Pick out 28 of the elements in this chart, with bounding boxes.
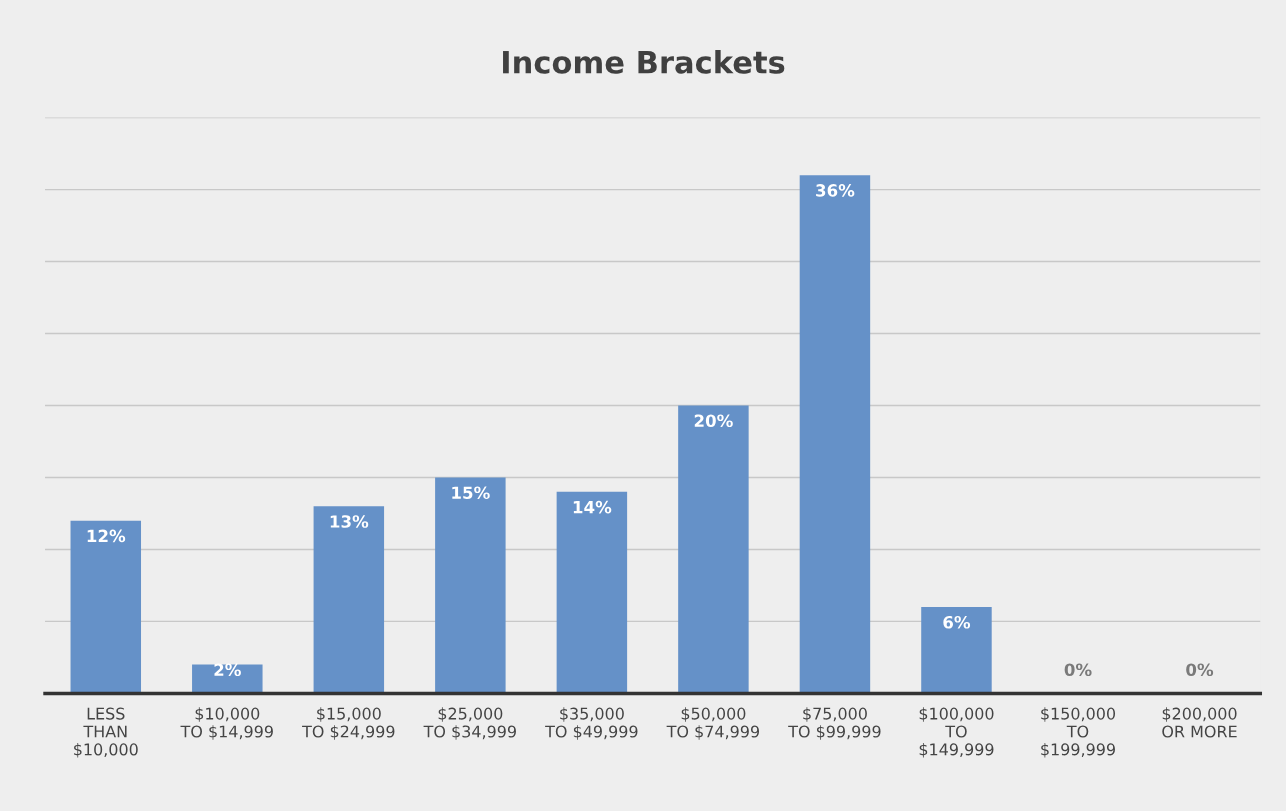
x-tick-label: $10,000 TO $14,999 bbox=[180, 707, 273, 740]
x-tick-label: LESS THAN $10,000 bbox=[74, 707, 138, 758]
chart-title: Income Brackets bbox=[503, 50, 785, 74]
bar bbox=[435, 477, 506, 694]
data-label: 12% bbox=[87, 529, 126, 543]
data-label: 6% bbox=[943, 615, 971, 629]
data-label: 0% bbox=[1186, 663, 1214, 677]
data-label: 36% bbox=[816, 184, 855, 197]
bar bbox=[921, 607, 992, 694]
x-tick-label: $75,000 TO $99,999 bbox=[788, 707, 881, 740]
x-tick-label: $25,000 TO $34,999 bbox=[423, 707, 516, 740]
bar bbox=[678, 405, 749, 694]
x-tick-label: $35,000 TO $49,999 bbox=[545, 707, 638, 740]
data-label: 14% bbox=[573, 500, 612, 514]
x-tick-label: $15,000 TO $24,999 bbox=[302, 707, 395, 740]
x-tick-label: $50,000 TO $74,999 bbox=[666, 707, 760, 740]
data-label: 20% bbox=[694, 414, 733, 428]
bar bbox=[556, 491, 628, 694]
data-label: 15% bbox=[452, 486, 490, 500]
x-tick-label: $150,000 TO $199,999 bbox=[1041, 707, 1116, 758]
bar bbox=[799, 175, 871, 694]
data-label: 0% bbox=[1064, 663, 1092, 677]
bar bbox=[70, 520, 142, 694]
x-tick-label: $100,000 TO $149,999 bbox=[919, 707, 994, 758]
data-label: 13% bbox=[330, 515, 369, 528]
data-label: 2% bbox=[214, 663, 241, 677]
x-tick-label: $200,000 OR MORE bbox=[1162, 707, 1237, 738]
bar bbox=[313, 506, 385, 694]
